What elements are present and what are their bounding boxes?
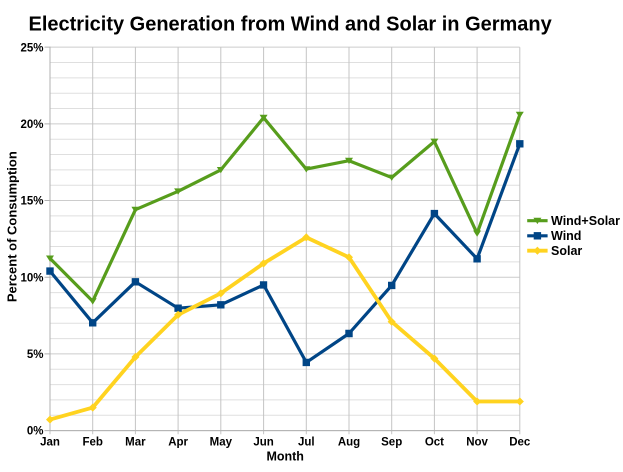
svg-text:20%: 20% — [20, 119, 43, 131]
svg-text:10%: 10% — [20, 272, 43, 284]
svg-text:0%: 0% — [27, 426, 44, 438]
svg-text:Month: Month — [266, 450, 303, 464]
svg-text:Jul: Jul — [298, 437, 315, 449]
svg-text:Sep: Sep — [381, 437, 402, 449]
svg-text:Nov: Nov — [466, 437, 488, 449]
svg-text:May: May — [210, 437, 233, 449]
svg-text:Jan: Jan — [40, 437, 60, 449]
svg-text:Wind+Solar: Wind+Solar — [551, 214, 620, 228]
svg-text:Percent of Consumption: Percent of Consumption — [4, 151, 19, 302]
svg-text:25%: 25% — [20, 42, 43, 54]
svg-text:Electricity Generation from Wi: Electricity Generation from Wind and Sol… — [29, 14, 553, 36]
svg-text:Wind: Wind — [551, 229, 581, 243]
svg-text:Apr: Apr — [168, 437, 188, 449]
svg-text:Feb: Feb — [82, 437, 102, 449]
svg-text:5%: 5% — [27, 349, 44, 361]
svg-text:Mar: Mar — [125, 437, 146, 449]
svg-text:Jun: Jun — [253, 437, 273, 449]
svg-text:Dec: Dec — [509, 437, 531, 449]
svg-text:Oct: Oct — [425, 437, 444, 449]
svg-text:Solar: Solar — [551, 244, 582, 258]
svg-text:15%: 15% — [20, 196, 43, 208]
svg-text:Aug: Aug — [338, 437, 360, 449]
